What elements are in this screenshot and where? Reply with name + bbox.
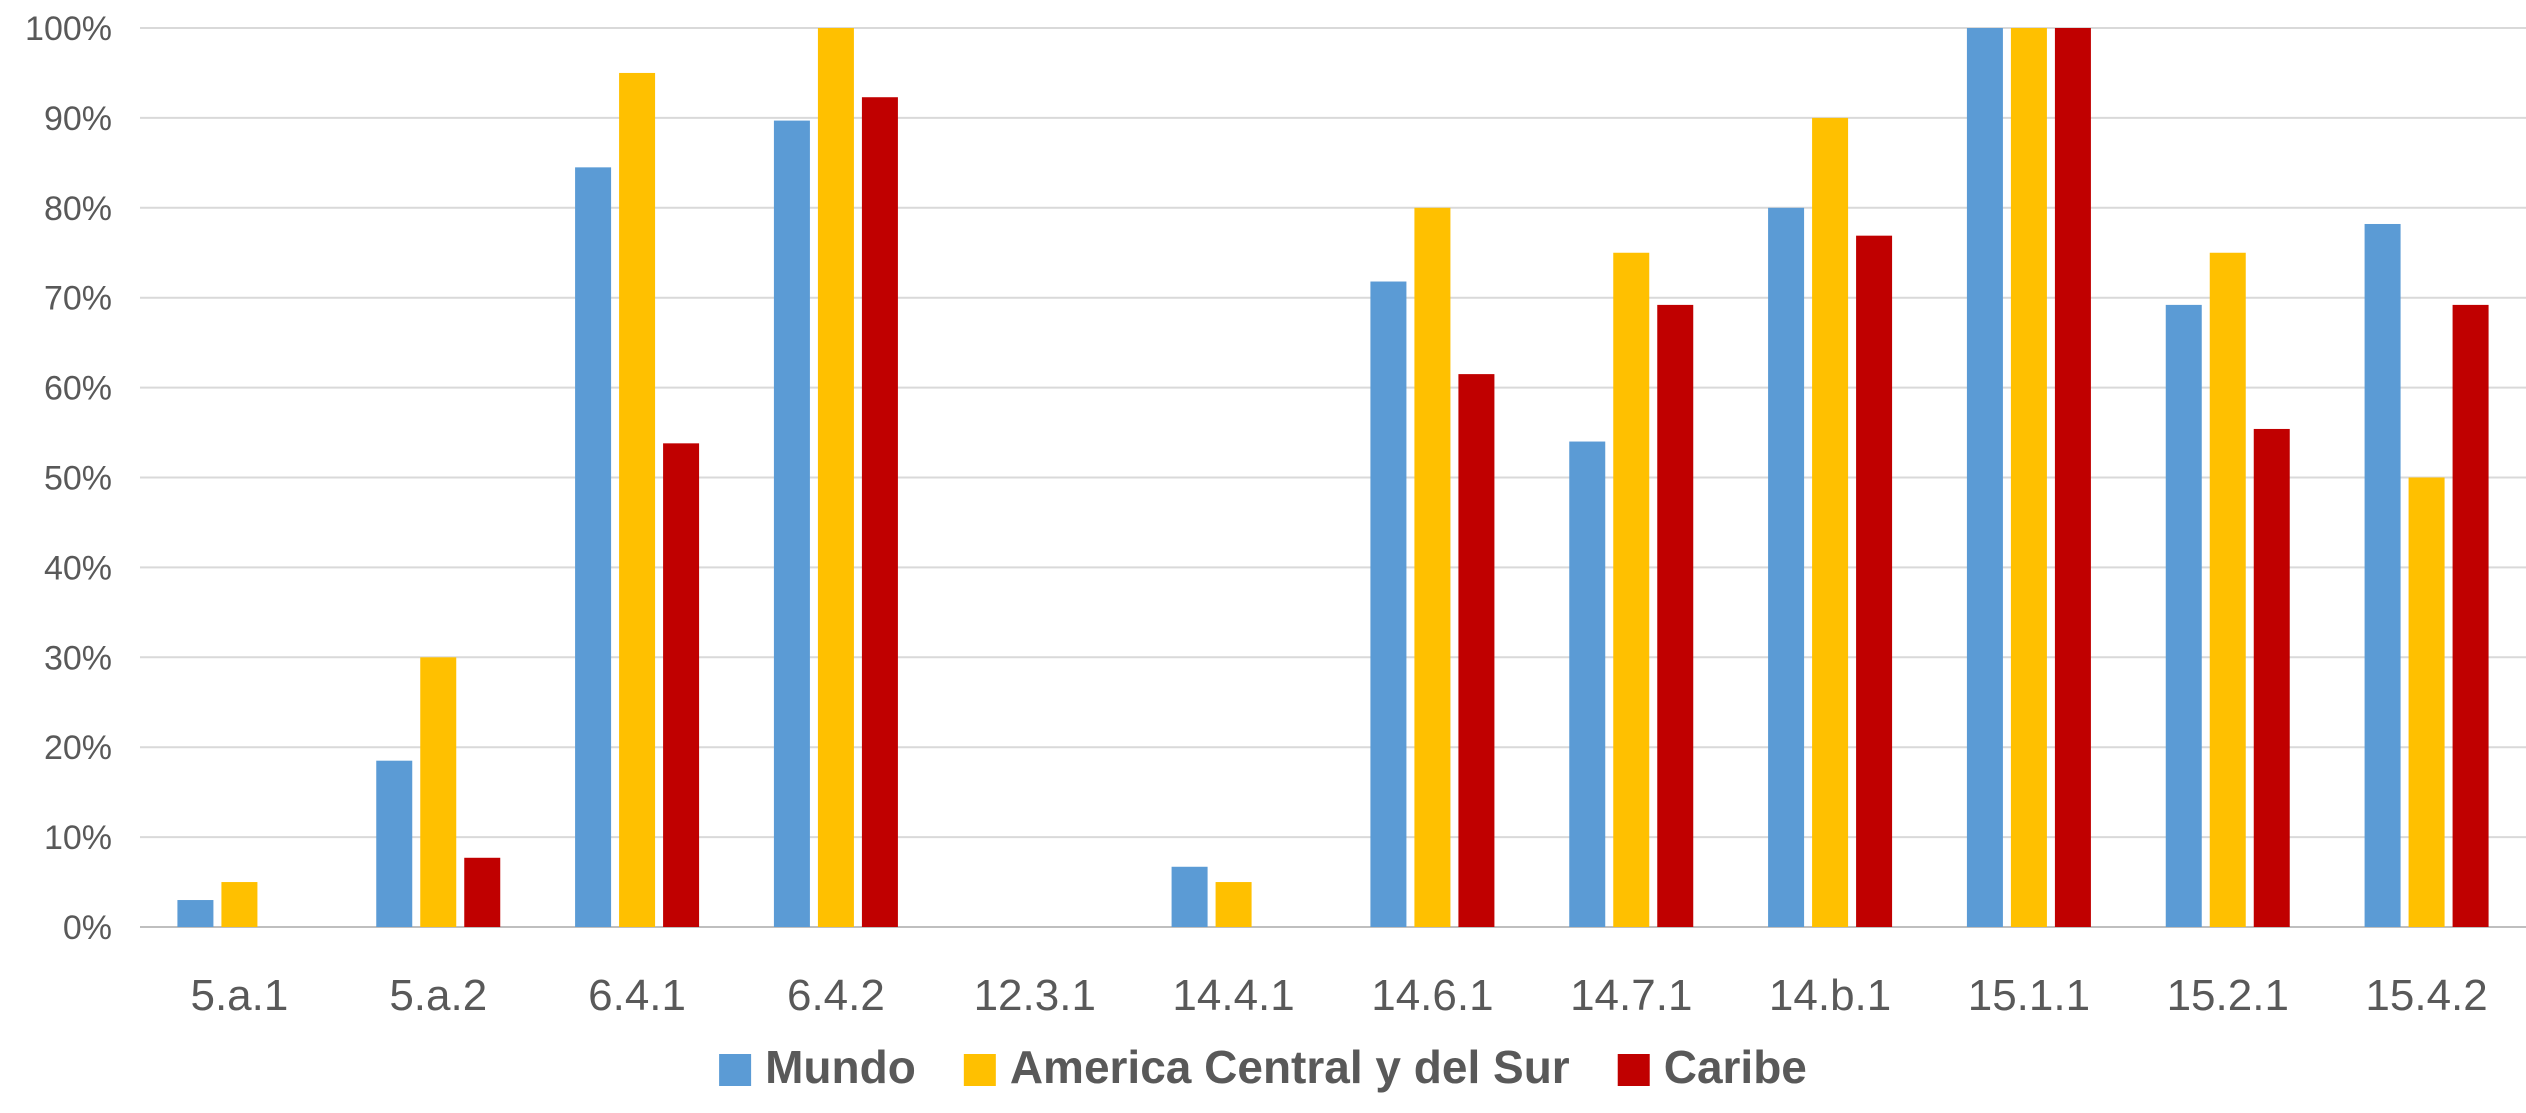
bar [2408, 477, 2445, 927]
bar [1215, 882, 1252, 927]
legend-label: Caribe [1664, 1041, 1807, 1093]
legend-item: Mundo [719, 1041, 916, 1093]
x-tick-label: 14.7.1 [1570, 971, 1692, 1020]
bar [2010, 28, 2047, 927]
x-tick-label: 14.6.1 [1371, 971, 1493, 1020]
legend-label: Mundo [765, 1041, 916, 1093]
bar [1171, 866, 1208, 927]
x-tick-label: 5.a.1 [190, 971, 288, 1020]
bar [1812, 117, 1849, 927]
x-tick-label: 12.3.1 [974, 971, 1096, 1020]
y-tick-label: 20% [44, 729, 112, 767]
bar [773, 120, 810, 928]
bar [1370, 281, 1407, 927]
bar [376, 760, 413, 927]
bar [1458, 374, 1495, 927]
y-tick-label: 90% [44, 100, 112, 138]
bar [575, 167, 612, 928]
bar [1414, 207, 1451, 928]
bar [861, 97, 898, 927]
legend-item: Caribe [1617, 1041, 1807, 1093]
x-tick-label: 14.4.1 [1172, 971, 1294, 1020]
legend-label: America Central y del Sur [1010, 1041, 1570, 1093]
bar [2364, 223, 2401, 927]
legend-item: America Central y del Sur [963, 1041, 1570, 1093]
x-tick-label: 15.4.2 [2365, 971, 2487, 1020]
bar [221, 882, 258, 927]
bar [1613, 252, 1650, 927]
bar [619, 72, 656, 927]
bar [1966, 28, 2003, 927]
bar [1856, 235, 1893, 927]
bar [2054, 28, 2091, 927]
y-tick-label: 60% [44, 370, 112, 408]
y-tick-label: 10% [44, 819, 112, 857]
y-tick-label: 40% [44, 549, 112, 587]
bar [663, 443, 700, 927]
legend-swatch [963, 1054, 996, 1086]
bar [1569, 441, 1606, 927]
bar [2452, 304, 2489, 928]
bar [1657, 304, 1694, 928]
bar [2209, 252, 2246, 927]
x-tick-label: 6.4.1 [588, 971, 686, 1020]
bar [420, 657, 457, 927]
x-tick-label: 14.b.1 [1769, 971, 1891, 1020]
y-tick-label: 0% [63, 909, 112, 947]
x-tick-label: 5.a.2 [389, 971, 487, 1020]
legend-swatch [1617, 1054, 1650, 1086]
y-tick-label: 50% [44, 460, 112, 498]
legend-swatch [719, 1054, 752, 1086]
y-tick-label: 70% [44, 280, 112, 318]
bar [817, 28, 854, 927]
x-tick-label: 15.1.1 [1968, 971, 2090, 1020]
y-tick-label: 30% [44, 639, 112, 677]
x-tick-label: 6.4.2 [787, 971, 885, 1020]
bar [177, 900, 214, 927]
bar [464, 857, 501, 927]
y-tick-label: 80% [44, 190, 112, 228]
bar [2165, 304, 2202, 928]
y-tick-label: 100% [25, 10, 112, 48]
bar [1768, 207, 1805, 928]
x-tick-label: 15.2.1 [2167, 971, 2289, 1020]
bar [2253, 428, 2290, 927]
